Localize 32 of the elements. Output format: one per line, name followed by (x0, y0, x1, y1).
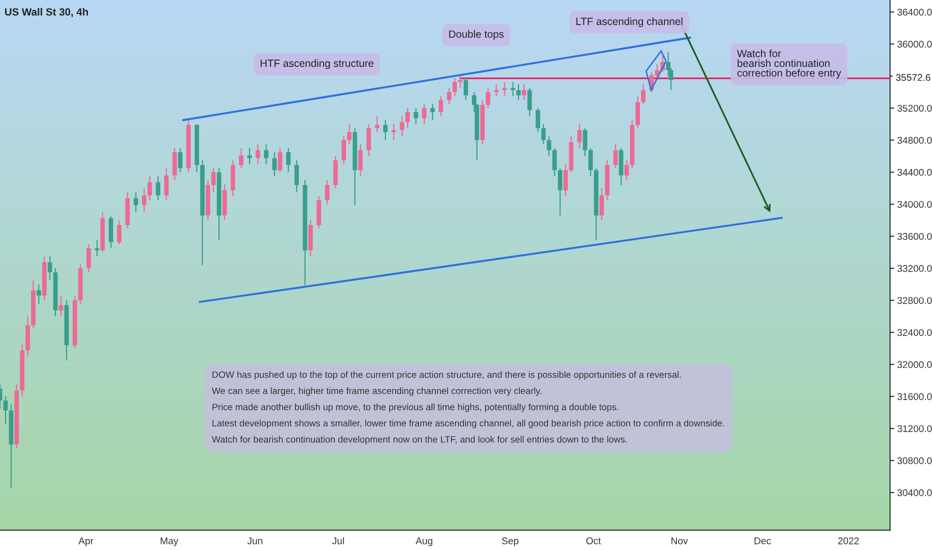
annotation: HTF ascending structure (260, 59, 374, 70)
x-tick-label: Dec (754, 538, 771, 544)
y-tick-label: 34000.0 (897, 200, 932, 208)
annotation: Watch for bearish continuation correction before entry (737, 50, 842, 79)
x-tick-label: Jul (332, 537, 344, 544)
text: US Wall St 30, 4h (5, 8, 88, 18)
x-tick-label: Apr (78, 538, 94, 546)
y-tick-label: 35200.0 (897, 104, 932, 112)
x-tick-label: Nov (671, 538, 688, 544)
y-tick-label: 33600.0 (897, 233, 932, 240)
x-tick-label: Jun (247, 538, 262, 544)
y-tick-label: 31600.0 (897, 393, 932, 400)
x-tick-label: Sep (502, 537, 518, 546)
x-tick-label: Oct (586, 537, 601, 544)
x-tick-label: Aug (416, 538, 432, 546)
x-tick-label: May (160, 538, 178, 546)
y-tick-label: 32800.0 (897, 297, 932, 304)
ref-line-label: 35572.6 (896, 74, 930, 81)
y-tick-label: 33200.0 (897, 265, 932, 272)
y-tick-label: 31200.0 (897, 425, 932, 432)
y-tick-label: 32400.0 (897, 329, 932, 336)
y-tick-label: 34800.0 (897, 136, 932, 144)
y-tick-label: 36000.0 (897, 40, 932, 48)
annotation: LTF ascending channel (576, 17, 682, 28)
y-tick-label: 36400.0 (897, 8, 932, 16)
annotation: DOW has pushed up to the top of the current price action structure, and there is possible opportunities of a reversal. We can see a larger, higher time frame ascending channel correction very clearly. Price made another bullish up move, to the previous all time highs, potentially forming a double tops. Latest development shows a smaller, lower time frame ascending channel, all good bearish price action to confirm a downside. Watch for bearish continuation development now on the LTF, and look for sell entries down to the lows. (212, 371, 724, 444)
y-tick-label: 30800.0 (897, 457, 932, 464)
y-tick-label: 32000.0 (897, 361, 932, 368)
x-tick-label: 2022 (838, 537, 859, 544)
annotation: Double tops (449, 30, 504, 40)
y-tick-label: 34400.0 (897, 168, 932, 176)
y-tick-label: 30400.0 (897, 489, 932, 496)
